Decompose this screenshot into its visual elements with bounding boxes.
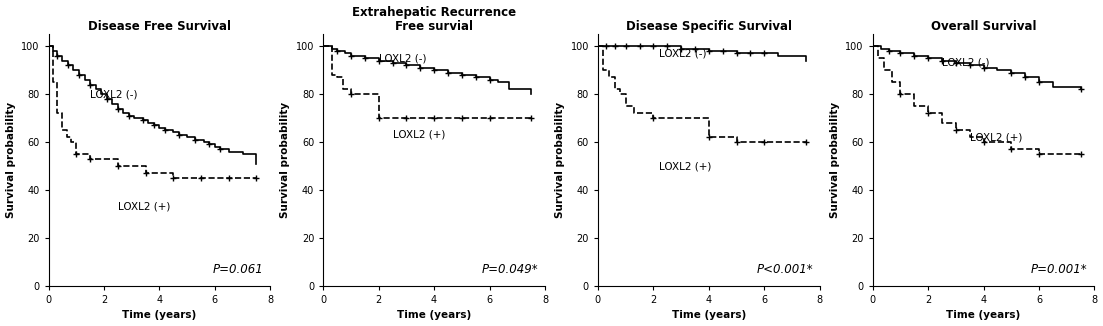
Text: LOXL2 (-): LOXL2 (-) [942,58,989,68]
Text: LOXL2 (+): LOXL2 (+) [970,132,1022,142]
Text: LOXL2 (-): LOXL2 (-) [658,48,706,58]
Text: LOXL2 (+): LOXL2 (+) [118,202,170,212]
Text: P=0.061: P=0.061 [213,263,264,276]
Y-axis label: Survival probability: Survival probability [829,102,839,218]
Text: LOXL2 (-): LOXL2 (-) [90,89,138,99]
Title: Extrahepatic Recurrence
Free survial: Extrahepatic Recurrence Free survial [352,6,516,33]
X-axis label: Time (years): Time (years) [122,310,196,320]
Y-axis label: Survival probability: Survival probability [280,102,290,218]
Title: Disease Specific Survival: Disease Specific Survival [625,20,792,33]
X-axis label: Time (years): Time (years) [397,310,471,320]
Text: LOXL2 (+): LOXL2 (+) [658,161,711,171]
Title: Overall Survival: Overall Survival [931,20,1036,33]
Text: LOXL2 (-): LOXL2 (-) [378,53,426,63]
Title: Disease Free Survival: Disease Free Survival [88,20,231,33]
X-axis label: Time (years): Time (years) [672,310,746,320]
Text: P=0.049*: P=0.049* [482,263,538,276]
Y-axis label: Survival probability: Survival probability [6,102,15,218]
Text: LOXL2 (+): LOXL2 (+) [393,130,445,140]
Text: P<0.001*: P<0.001* [757,263,813,276]
Y-axis label: Survival probability: Survival probability [555,102,565,218]
Text: P=0.001*: P=0.001* [1031,263,1088,276]
X-axis label: Time (years): Time (years) [946,310,1020,320]
